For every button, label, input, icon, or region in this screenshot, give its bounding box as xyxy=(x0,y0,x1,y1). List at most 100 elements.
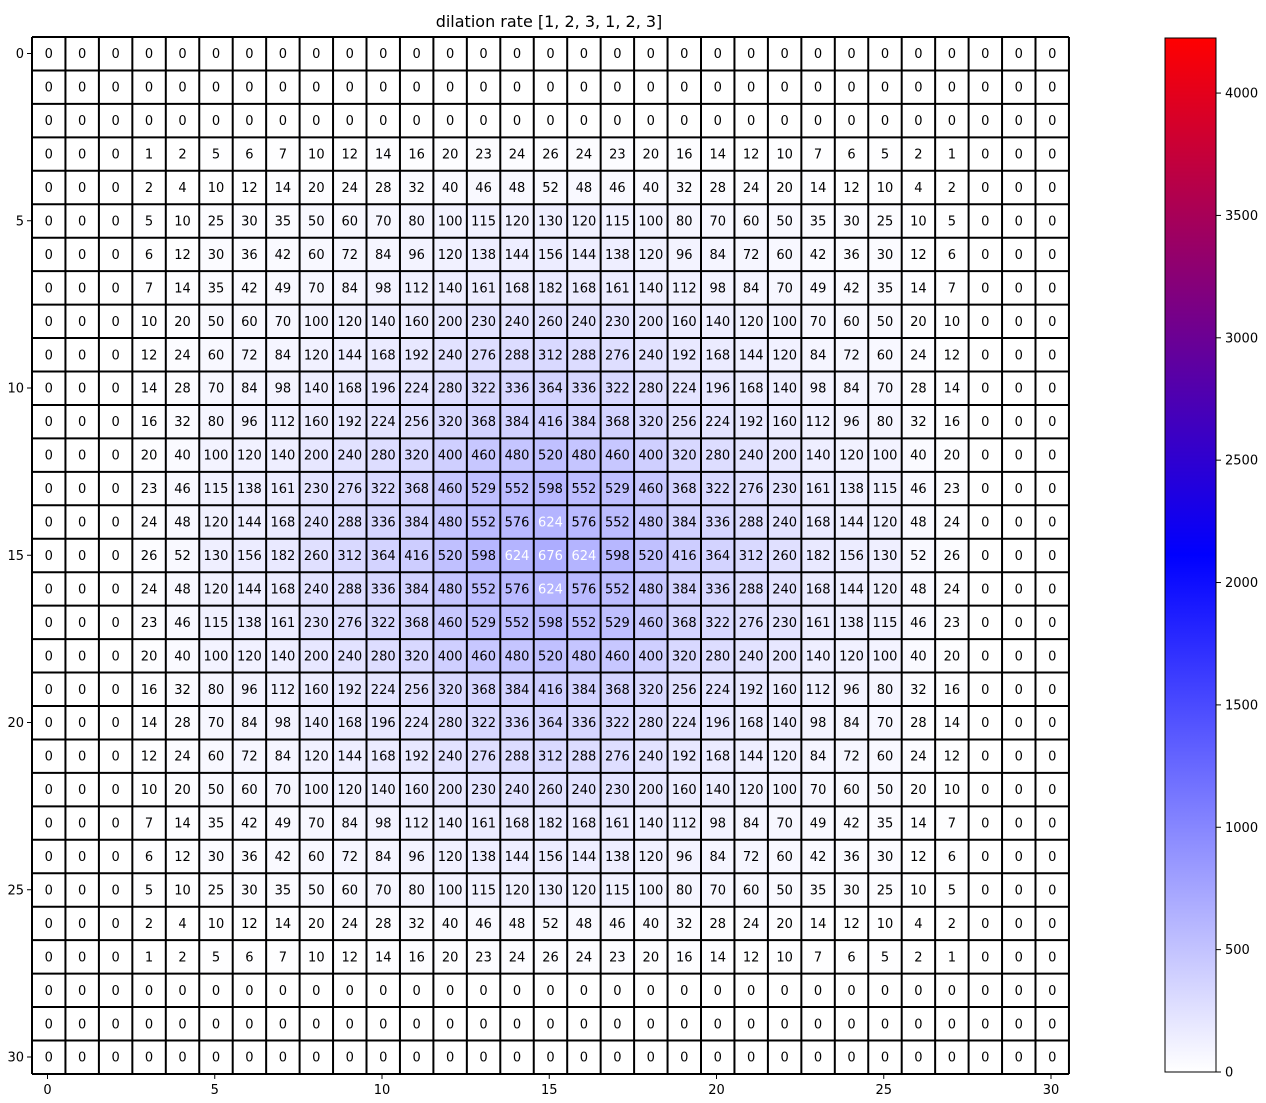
cell-value-label: 52 xyxy=(174,549,191,564)
heatmap-cell xyxy=(600,639,635,674)
heatmap-cell xyxy=(600,906,635,941)
cell-value-label: 200 xyxy=(638,315,663,330)
cell-value-label: 0 xyxy=(45,984,53,999)
cell-value-label: 25 xyxy=(208,214,225,229)
heatmap-cell xyxy=(98,103,133,138)
cell-value-label: 0 xyxy=(814,1051,822,1066)
cell-value-label: 288 xyxy=(505,750,530,765)
cell-value-label: 0 xyxy=(45,148,53,163)
heatmap-cell xyxy=(868,404,903,439)
heatmap-cell xyxy=(266,137,301,172)
cell-value-label: 48 xyxy=(174,516,191,531)
cell-value-label: 161 xyxy=(605,817,630,832)
heatmap-cell xyxy=(567,1040,602,1075)
heatmap-cell xyxy=(466,371,501,406)
cell-value-label: 24 xyxy=(910,750,927,765)
cell-value-label: 7 xyxy=(814,148,822,163)
cell-value-label: 140 xyxy=(806,649,831,664)
cell-value-label: 0 xyxy=(45,783,53,798)
cell-value-label: 280 xyxy=(705,649,730,664)
cell-value-label: 276 xyxy=(739,616,764,631)
cell-value-label: 0 xyxy=(1015,214,1023,229)
heatmap-cell xyxy=(667,639,702,674)
cell-value-label: 168 xyxy=(572,817,597,832)
cell-value-label: 100 xyxy=(204,649,229,664)
cell-value-label: 42 xyxy=(275,248,292,263)
cell-value-label: 52 xyxy=(542,917,559,932)
cell-value-label: 14 xyxy=(944,382,961,397)
heatmap-cell xyxy=(801,304,836,339)
heatmap-cell xyxy=(333,1040,368,1075)
heatmap-cell xyxy=(801,639,836,674)
cell-value-label: 96 xyxy=(843,683,860,698)
cell-value-label: 115 xyxy=(204,616,229,631)
cell-value-label: 96 xyxy=(676,248,693,263)
cell-value-label: 0 xyxy=(1048,850,1056,865)
cell-value-label: 0 xyxy=(1048,683,1056,698)
heatmap-cell xyxy=(333,70,368,105)
cell-value-label: 80 xyxy=(676,214,693,229)
heatmap-cell xyxy=(500,839,535,874)
heatmap-cell xyxy=(801,1040,836,1075)
cell-value-label: 480 xyxy=(438,516,463,531)
heatmap-cell xyxy=(868,940,903,975)
cell-value-label: 552 xyxy=(572,482,597,497)
heatmap-cell xyxy=(667,940,702,975)
heatmap-cell xyxy=(767,70,802,105)
heatmap-cell xyxy=(968,204,1003,239)
colorbar-tick-label: 1500 xyxy=(1225,698,1258,713)
cell-value-label: 138 xyxy=(839,616,864,631)
heatmap-cell xyxy=(801,940,836,975)
cell-value-label: 70 xyxy=(877,716,894,731)
heatmap-cell xyxy=(600,271,635,306)
cell-value-label: 320 xyxy=(404,649,429,664)
heatmap-cell xyxy=(935,706,970,741)
heatmap-cell xyxy=(634,438,669,473)
cell-value-label: 0 xyxy=(145,81,153,96)
heatmap-cell xyxy=(734,873,769,908)
cell-value-label: 0 xyxy=(780,1017,788,1032)
heatmap-cell xyxy=(466,772,501,807)
cell-value-label: 0 xyxy=(1015,114,1023,129)
heatmap-cell xyxy=(600,137,635,172)
heatmap-cell xyxy=(366,772,401,807)
cell-value-label: 14 xyxy=(275,181,292,196)
heatmap-cell xyxy=(266,605,301,640)
heatmap-cell xyxy=(366,237,401,272)
heatmap-cell xyxy=(232,639,267,674)
cell-value-label: 16 xyxy=(676,950,693,965)
cell-value-label: 23 xyxy=(944,482,961,497)
heatmap-cell xyxy=(767,204,802,239)
heatmap-cell xyxy=(466,672,501,707)
cell-value-label: 144 xyxy=(739,348,764,363)
cell-value-label: 5 xyxy=(881,950,889,965)
cell-value-label: 0 xyxy=(111,683,119,698)
heatmap-cell xyxy=(399,170,434,205)
cell-value-label: 0 xyxy=(78,482,86,497)
heatmap-cell xyxy=(433,471,468,506)
heatmap-cell xyxy=(868,103,903,138)
heatmap-cell xyxy=(199,404,234,439)
heatmap-cell xyxy=(968,304,1003,339)
heatmap-cell xyxy=(901,271,936,306)
cell-value-label: 7 xyxy=(145,817,153,832)
cell-value-label: 0 xyxy=(881,114,889,129)
cell-value-label: 400 xyxy=(638,649,663,664)
cell-value-label: 23 xyxy=(944,616,961,631)
heatmap-cell xyxy=(299,438,334,473)
cell-value-label: 256 xyxy=(404,683,429,698)
cell-value-label: 115 xyxy=(471,214,496,229)
cell-value-label: 0 xyxy=(78,1051,86,1066)
heatmap-cell xyxy=(834,471,869,506)
heatmap-cell xyxy=(65,739,100,774)
heatmap-cell xyxy=(65,70,100,105)
heatmap-cell xyxy=(132,103,167,138)
heatmap-cell xyxy=(433,505,468,540)
cell-value-label: 0 xyxy=(981,850,989,865)
cell-value-label: 182 xyxy=(538,817,563,832)
heatmap-cell xyxy=(266,906,301,941)
heatmap-cell xyxy=(533,371,568,406)
heatmap-cell xyxy=(466,471,501,506)
cell-value-label: 46 xyxy=(174,482,191,497)
cell-value-label: 160 xyxy=(404,315,429,330)
